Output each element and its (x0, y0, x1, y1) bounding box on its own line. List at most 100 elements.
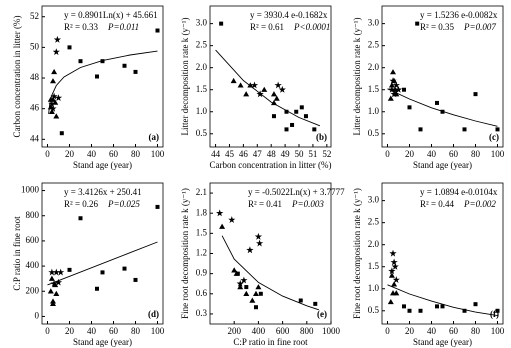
p-value: P=0.011 (107, 22, 139, 32)
star-point (390, 258, 398, 266)
x-tick-label: 40 (87, 149, 97, 159)
triangle-point (51, 68, 58, 75)
triangle-point (219, 223, 226, 229)
x-tick-label: 0 (45, 149, 50, 159)
x-tick-label: 60 (449, 149, 459, 159)
star-point (50, 92, 58, 100)
plot-frame (41, 182, 164, 325)
square-point (402, 87, 406, 92)
x-tick-label: 80 (471, 149, 481, 159)
x-tick-label: 20 (65, 326, 75, 336)
star-point (278, 85, 286, 93)
triangle-point (47, 96, 54, 102)
x-tick-label: 47 (253, 149, 263, 159)
y-tick-label: 0.3 (196, 308, 208, 318)
r-squared: R² = 0.41 (248, 199, 282, 209)
x-tick-label: 60 (449, 326, 459, 336)
r-squared: R² = 0.33 (64, 22, 99, 32)
y-tick-label: 1.0 (196, 106, 208, 116)
x-tick-label: 600 (276, 326, 290, 336)
star-point (392, 276, 400, 283)
panel-label: (b) (316, 132, 327, 142)
star-point (256, 239, 264, 247)
star-point (50, 279, 58, 287)
star-point (240, 276, 248, 284)
x-tick-label: 80 (131, 149, 141, 159)
y-tick-label: 48 (30, 72, 40, 82)
x-axis-label: Stand age (year) (73, 160, 132, 170)
star-point (254, 232, 262, 240)
square-point (407, 308, 412, 313)
triangle-point (249, 297, 256, 303)
triangle-point (243, 91, 250, 97)
y-tick-label: 50 (30, 41, 40, 51)
square-point (100, 270, 105, 275)
star-point (388, 267, 396, 275)
triangle-point (230, 77, 237, 84)
y-tick-label: 2.5 (196, 40, 208, 50)
y-tick-label: 0 (35, 311, 40, 321)
square-point (244, 285, 249, 290)
panel-label: (d) (148, 309, 159, 319)
square-point (219, 21, 224, 26)
x-axis-label: Stand age (year) (413, 337, 472, 347)
panel-label: (c) (489, 132, 499, 142)
triangle-point (243, 290, 250, 296)
x-tick-label: 40 (87, 326, 97, 336)
y-tick-label: 600 (26, 235, 40, 245)
fit-curve (221, 235, 320, 311)
y-tick-label: 1000 (21, 185, 40, 195)
star-point (49, 104, 57, 112)
x-tick-label: 52 (322, 149, 331, 159)
x-axis-label: Stand age (year) (73, 337, 132, 347)
star-point (216, 209, 224, 217)
square-point (122, 266, 127, 271)
square-point (313, 301, 318, 306)
p-value: P<0.0001 (293, 22, 330, 32)
y-axis-label: Fine root decomposition rate k (y⁻¹) (352, 188, 362, 319)
y-tick-label: 0.5 (368, 305, 380, 315)
square-point (440, 304, 445, 309)
square-point (435, 100, 439, 105)
star-point (391, 262, 399, 270)
square-point (402, 304, 406, 309)
square-point (440, 109, 445, 114)
triangle-point (393, 290, 400, 296)
r-squared: R² = 0.35 (420, 22, 455, 32)
y-axis-label: C:P ratio in fine root (12, 216, 22, 291)
triangle-point (273, 95, 280, 101)
star-point (52, 268, 60, 276)
square-point (495, 308, 500, 313)
x-tick-label: 80 (471, 326, 481, 336)
p-value: P=0.002 (463, 199, 496, 209)
triangle-point (252, 290, 259, 296)
y-tick-label: 0.5 (196, 128, 208, 138)
y-tick-label: 1.0 (368, 283, 380, 293)
y-tick-label: 800 (26, 210, 40, 220)
square-point (473, 92, 478, 97)
y-tick-label: 3.0 (368, 18, 380, 28)
triangle-point (48, 108, 55, 114)
x-tick-label: 0 (385, 326, 390, 336)
square-point (462, 308, 467, 313)
square-point (67, 267, 72, 272)
square-point (495, 127, 500, 132)
square-point (294, 109, 299, 114)
y-axis-label: Litter decomposition rate k (y⁻¹) (352, 18, 362, 136)
y-tick-label: 1.5 (196, 227, 208, 237)
equation: y = -0.5022Ln(x) + 3.7777 (248, 187, 345, 197)
plot-frame (41, 5, 164, 148)
triangle-point (387, 298, 394, 305)
y-tick-label: 2.0 (368, 239, 380, 249)
x-axis-label: Stand age (year) (413, 160, 472, 170)
fit-curve (47, 241, 158, 286)
x-tick-label: 0 (45, 326, 50, 336)
y-tick-label: 1.5 (196, 84, 208, 94)
x-tick-label: 51 (308, 149, 317, 159)
y-tick-label: 0.5 (368, 128, 380, 138)
square-point (95, 74, 99, 79)
y-tick-label: 2.5 (368, 217, 380, 227)
triangle-point (50, 300, 56, 307)
triangle-point (270, 99, 277, 106)
square-point (59, 131, 64, 136)
